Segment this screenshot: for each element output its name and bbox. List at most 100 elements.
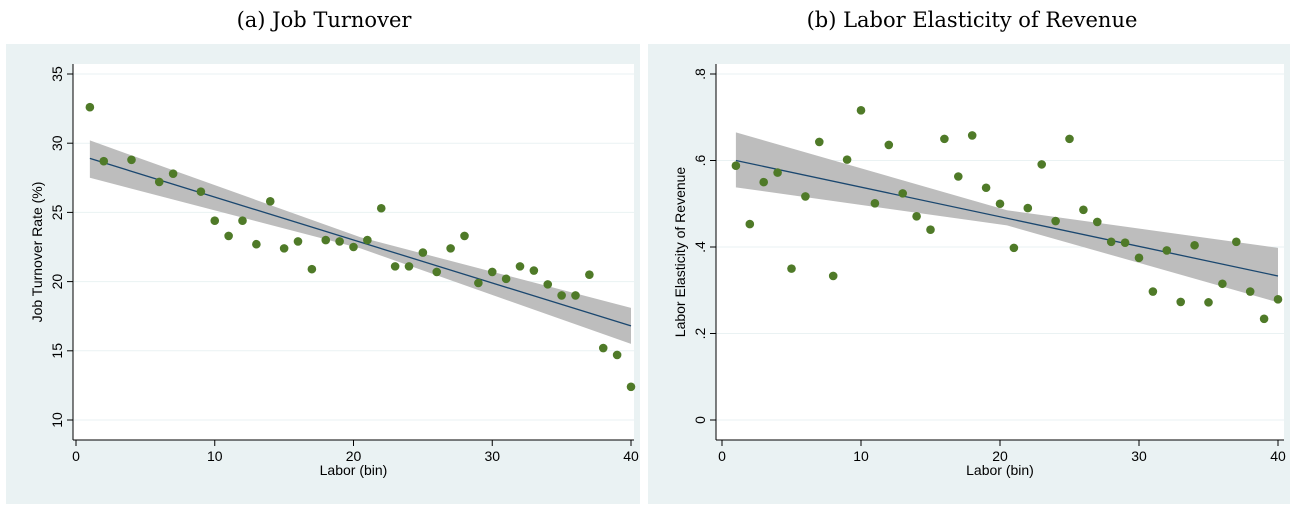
chart-panel-labor-elasticity: 0 .2 .4 .6 .8 0 10 20 30 40 Labor (bin) Labor Elast…: [648, 44, 1290, 509]
data-point: [210, 216, 220, 226]
data-point: [940, 134, 949, 144]
y-tick-label: 25: [49, 204, 65, 220]
chart-labor-elasticity: 0 .2 .4 .6 .8 0 10 20 30 40 Labor (bin) Labor Elast…: [648, 44, 1290, 504]
caption-job-turnover: (a) Job Turnover: [236, 8, 412, 32]
data-point: [1120, 238, 1130, 247]
x-tick-label: 0: [72, 448, 80, 464]
data-point: [265, 197, 275, 206]
data-point: [1245, 287, 1255, 296]
data-point: [731, 161, 741, 170]
data-point: [404, 262, 414, 271]
data-point: [856, 106, 866, 115]
data-point: [1134, 253, 1144, 263]
data-point: [626, 382, 636, 392]
data-point: [1162, 246, 1172, 255]
data-point: [557, 291, 566, 300]
data-point: [279, 244, 289, 253]
y-tick-label: .2: [692, 327, 708, 339]
y-tick-label: .8: [692, 68, 708, 80]
x-axis-title: Labor (bin): [320, 462, 388, 478]
data-point: [363, 235, 372, 245]
data-point: [1232, 237, 1241, 247]
data-point: [1093, 217, 1102, 227]
data-point: [418, 248, 428, 257]
data-point: [912, 211, 921, 221]
x-axis-title: Labor (bin): [966, 462, 1034, 478]
data-point: [884, 140, 894, 150]
x-tick-label: 20: [992, 448, 1008, 464]
data-point: [293, 237, 303, 246]
y-tick-label: 30: [49, 135, 65, 151]
y-tick-label: 15: [49, 343, 65, 359]
x-tick-label: 30: [484, 448, 500, 464]
data-point: [1190, 240, 1199, 250]
y-tick-label: 0: [692, 416, 708, 424]
data-point: [842, 155, 852, 164]
fitted-line: [735, 159, 1279, 277]
data-point: [801, 192, 810, 201]
y-axis-title: Job Turnover Rate (%): [29, 182, 45, 323]
data-point: [585, 270, 594, 279]
data-point: [376, 203, 386, 213]
data-point: [898, 189, 907, 198]
data-point: [1218, 279, 1227, 289]
data-point: [196, 187, 206, 196]
data-point: [335, 237, 344, 246]
data-point: [154, 177, 164, 187]
data-point: [1009, 243, 1019, 253]
data-point: [787, 264, 796, 273]
x-tick-label: 30: [1131, 448, 1147, 464]
data-point: [543, 280, 553, 289]
x-tick-label: 40: [1270, 448, 1286, 464]
caption-labor-elasticity: (b) Labor Elasticity of Revenue: [806, 8, 1138, 32]
data-point: [1106, 237, 1116, 247]
x-tick-label: 10: [207, 448, 223, 464]
data-point: [224, 231, 233, 241]
data-point: [571, 291, 580, 300]
data-point: [1023, 203, 1033, 213]
chart-job-turnover: 10 15 20 25 30 35 0 10 20 30 40 Labor (bin) Job Turn…: [6, 44, 640, 504]
x-tick-label: 40: [623, 448, 639, 464]
data-point: [474, 278, 483, 288]
data-point: [745, 219, 755, 229]
data-point: [321, 235, 331, 245]
data-point: [773, 168, 782, 177]
data-point: [529, 266, 539, 275]
data-point: [967, 131, 977, 140]
data-point: [828, 271, 838, 281]
x-tick-label: 0: [718, 448, 726, 464]
data-point: [1259, 314, 1269, 324]
data-point: [238, 216, 247, 226]
data-point: [870, 199, 880, 208]
data-point: [995, 199, 1005, 209]
data-point: [1037, 160, 1046, 169]
plot-area: [73, 64, 634, 440]
data-point: [759, 177, 768, 187]
data-point: [954, 172, 963, 181]
data-point: [85, 102, 95, 112]
data-point: [349, 242, 358, 252]
y-tick-label: 20: [49, 274, 65, 290]
y-tick-label: .6: [692, 154, 708, 166]
data-point: [99, 156, 109, 166]
data-point: [815, 137, 824, 147]
chart-panel-job-turnover: 10 15 20 25 30 35 0 10 20 30 40 Labor (bin) Job Turn…: [6, 44, 640, 509]
data-point: [1148, 287, 1158, 296]
data-point: [501, 274, 511, 284]
data-point: [1176, 297, 1185, 307]
data-point: [1273, 295, 1283, 304]
x-tick-label: 10: [853, 448, 869, 464]
data-point: [981, 183, 991, 193]
data-point: [612, 350, 622, 360]
data-point: [1079, 205, 1088, 215]
data-point: [446, 244, 455, 253]
y-tick-label: 35: [49, 66, 65, 82]
data-point: [390, 262, 400, 271]
x-tick-label: 20: [346, 448, 362, 464]
fitted-line: [89, 157, 632, 327]
data-point: [168, 169, 178, 178]
data-point: [598, 343, 608, 353]
data-point: [1051, 216, 1060, 226]
data-point: [307, 264, 317, 274]
data-point: [252, 239, 261, 249]
